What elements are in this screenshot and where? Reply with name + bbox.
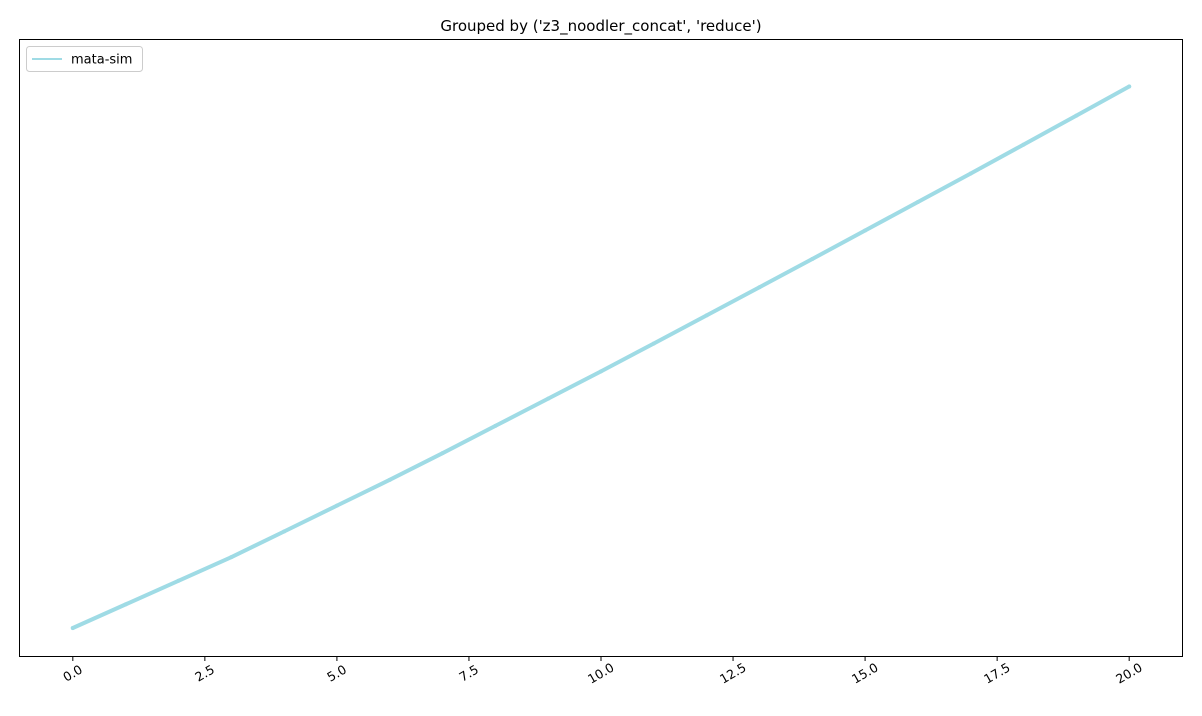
data-point (440, 451, 445, 456)
series-layer (70, 84, 1132, 630)
legend: mata-sim (26, 46, 143, 72)
data-point (757, 285, 762, 290)
data-point (176, 578, 181, 583)
data-point (651, 341, 656, 346)
legend-box (26, 46, 143, 72)
data-point (123, 602, 128, 607)
data-point (229, 555, 234, 560)
data-point (1021, 142, 1026, 147)
data-point (968, 171, 973, 176)
data-point (387, 477, 392, 482)
data-point (863, 228, 868, 233)
data-point (493, 423, 498, 428)
data-point (810, 257, 815, 262)
data-point (282, 529, 287, 534)
legend-label-mata-sim: mata-sim (71, 53, 132, 68)
data-point (546, 396, 551, 401)
data-point (704, 313, 709, 318)
data-point (915, 200, 920, 205)
data-point (599, 369, 603, 374)
data-point (70, 626, 75, 630)
chart-title: Grouped by ('z3_noodler_concat', 'reduce… (440, 17, 761, 36)
data-point (1074, 113, 1079, 118)
data-point (1127, 84, 1132, 89)
data-point (334, 503, 339, 508)
